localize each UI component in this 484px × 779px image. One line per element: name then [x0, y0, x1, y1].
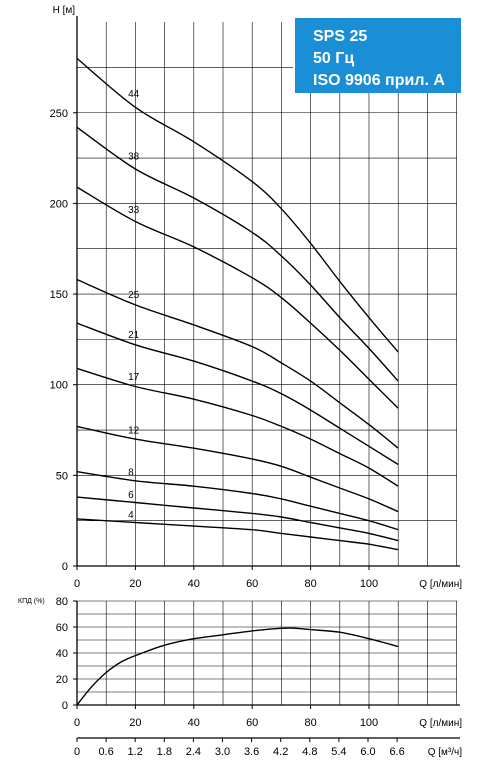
x-tick-label: 1.8 [157, 746, 172, 758]
y-tick-label: 200 [50, 198, 68, 210]
y-tick-label: 20 [56, 674, 68, 686]
head-curve-38 [76, 126, 399, 382]
x-axis-title: Q [л/мин] [419, 718, 462, 729]
y-tick-label: 50 [56, 470, 68, 482]
curve-label-6: 6 [128, 490, 134, 501]
head-curve-4 [76, 518, 399, 551]
x-tick-label: 4.2 [273, 746, 288, 758]
x-tick-label: 4.8 [302, 746, 317, 758]
y-tick-label: 0 [62, 561, 68, 573]
x-tick-label: 40 [188, 578, 200, 590]
x-tick-label: 80 [304, 578, 316, 590]
efficiency-curve [76, 627, 399, 706]
head-curve-33 [76, 186, 399, 409]
head-curve-25 [76, 278, 399, 449]
title-line-1: SPS 25 [313, 28, 367, 45]
y-tick-label: 100 [50, 380, 68, 392]
y-tick-label: 0 [62, 700, 68, 712]
head-curve-44 [76, 57, 399, 353]
x-tick-label: 6.6 [389, 746, 404, 758]
x-tick-label: 80 [304, 717, 316, 729]
flow-m3h-axis: 0 0.6 1.2 1.8 2.4 3.0 3.6 4.2 4.8 5.4 6.0 6.6 Q [м³/… [74, 737, 463, 758]
x-tick-label: 0.6 [98, 746, 113, 758]
x-tick-label: 2.4 [186, 746, 201, 758]
x-tick-label: 60 [246, 578, 258, 590]
x-tick-label: 1.2 [128, 746, 143, 758]
y-tick-label: 60 [56, 622, 68, 634]
curve-label-33: 33 [128, 205, 140, 216]
title-line-2: 50 Гц [313, 50, 354, 67]
x-tick-label: 3.6 [244, 746, 259, 758]
y-tick-label: 150 [50, 289, 68, 301]
x-tick-label: 20 [129, 578, 141, 590]
x-tick-label: 0 [74, 578, 80, 590]
y-axis-title: H [м] [53, 5, 76, 16]
x-tick-label: 60 [246, 717, 258, 729]
x-tick-label: 100 [360, 578, 378, 590]
curve-label-12: 12 [128, 426, 140, 437]
efficiency-curve-plot: 0 20 40 60 80 0 20 40 60 80 100 КПД (%) Q [л/мин] [18, 596, 462, 729]
y-tick-label: 40 [56, 648, 68, 660]
curve-label-44: 44 [128, 89, 140, 100]
y-tick-label: 80 [56, 596, 68, 608]
curve-label-21: 21 [128, 330, 140, 341]
title-box-background [295, 18, 461, 93]
head-curve-8 [76, 471, 399, 531]
x-tick-label: 6.0 [360, 746, 375, 758]
head-curve-12 [76, 425, 399, 513]
x-tick-label: 0 [74, 746, 80, 758]
x-tick-label: 5.4 [331, 746, 346, 758]
x-tick-label: 20 [129, 717, 141, 729]
x-axis-title: Q [л/мин] [419, 579, 462, 590]
head-curve-21 [76, 322, 399, 466]
curve-label-4: 4 [128, 510, 134, 521]
x-tick-label: 3.0 [215, 746, 230, 758]
x-tick-label: 100 [360, 717, 378, 729]
curve-label-17: 17 [128, 372, 140, 383]
y-axis-title: КПД (%) [18, 598, 45, 605]
y-tick-label: 250 [50, 108, 68, 120]
x-axis-title: Q [м³/ч] [428, 747, 463, 758]
title-box: SPS 25 50 Гц ISO 9906 прил. А [295, 18, 461, 93]
head-curve-6 [76, 496, 399, 542]
curve-label-38: 38 [128, 152, 140, 163]
head-curve-plot: 0 50 100 150 200 250 0 20 40 60 80 100 H [м] Q [л/мин… [50, 5, 463, 590]
x-tick-label: 0 [74, 717, 80, 729]
curve-label-8: 8 [128, 468, 134, 479]
x-tick-label: 40 [188, 717, 200, 729]
head-curve-17 [76, 367, 399, 487]
title-line-3: ISO 9906 прил. А [313, 72, 445, 89]
curve-label-25: 25 [128, 290, 140, 301]
